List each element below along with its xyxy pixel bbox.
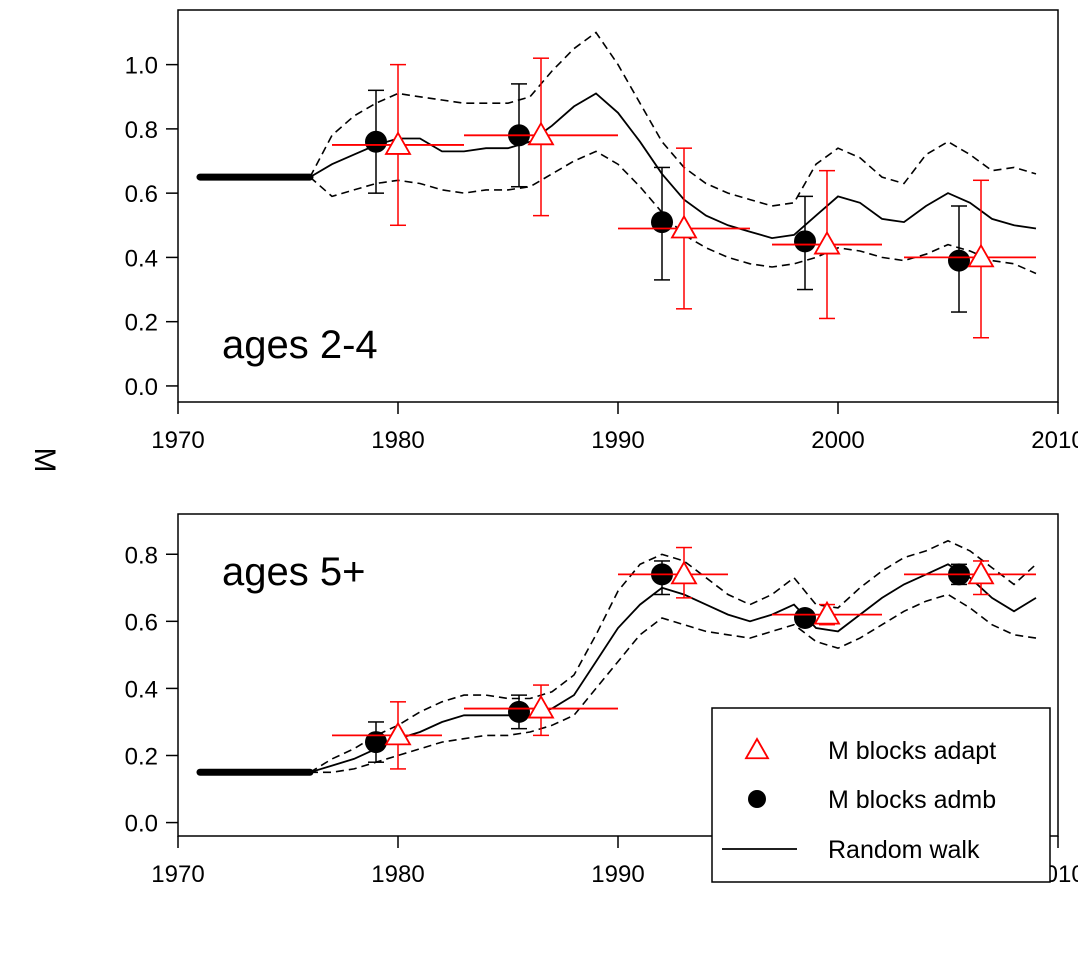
adapt-point [384,131,412,155]
panel-ages-2-4: 0.0 0.2 0.4 0.6 0.8 1.0 1970 1980 1990 2000 2010 ag… [125,9,1078,454]
x-tick-label: 1970 [151,427,204,454]
x-tick-label: 2010 [1031,427,1078,454]
random-walk-lower-ci [309,150,1037,275]
adapt-point [527,694,555,719]
y-tick-label: 0.6 [125,181,158,208]
panel-label: ages 2-4 [222,323,378,367]
admb-point [794,230,816,253]
adapt-point [813,230,841,255]
x-tick-label: 1990 [591,861,644,888]
random-walk-upper-ci [309,539,1037,773]
admb-point [651,211,673,234]
x-tick-label: 1980 [371,861,424,888]
legend-box [711,707,1051,883]
y-tick-label: 0.6 [125,609,158,636]
admb-point [948,249,970,272]
panel-label: ages 5+ [222,550,365,594]
legend-label: Random walk [828,836,980,864]
legend-label: M blocks adapt [828,737,996,765]
y-tick-label: 0.4 [125,676,158,703]
admb-point [794,606,816,629]
y-axis-label: M [28,448,61,473]
panel-ages-5-plus: 0.00.20.40.60.819701980199020002010ages … [125,513,1078,888]
legend: M blocks adapt M blocks admb Random walk [711,707,1051,883]
x-tick-label: 1970 [151,861,204,888]
legend-triangle-marker [744,737,770,760]
y-tick-label: 0.4 [125,245,158,272]
adapt-point [813,600,841,625]
y-tick-label: 1.0 [125,53,158,80]
y-tick-label: 0.2 [125,310,158,337]
adapt-point [670,214,698,239]
admb-point [365,731,387,754]
admb-point [508,700,530,723]
y-tick-label: 0.2 [125,744,158,771]
admb-point [365,130,387,153]
y-tick-label: 0.8 [125,542,158,569]
adapt-point [527,121,555,146]
random-walk-line [309,563,1037,774]
adapt-point [967,560,995,585]
adapt-point [384,721,412,746]
y-tick-label: 0.0 [125,811,158,838]
random-walk-upper-ci [309,31,1037,207]
x-tick-label: 1980 [371,427,424,454]
random-walk-lower-ci [310,593,1037,774]
adapt-point [967,243,995,268]
y-tick-label: 0.0 [125,374,158,401]
x-tick-label: 1990 [591,427,644,454]
x-tick-label: 2000 [811,427,864,454]
legend-label: M blocks admb [828,786,996,814]
random-walk-line [309,92,1037,240]
adapt-point [670,560,698,585]
legend-circle-marker [748,790,766,808]
y-tick-label: 0.8 [125,117,158,144]
